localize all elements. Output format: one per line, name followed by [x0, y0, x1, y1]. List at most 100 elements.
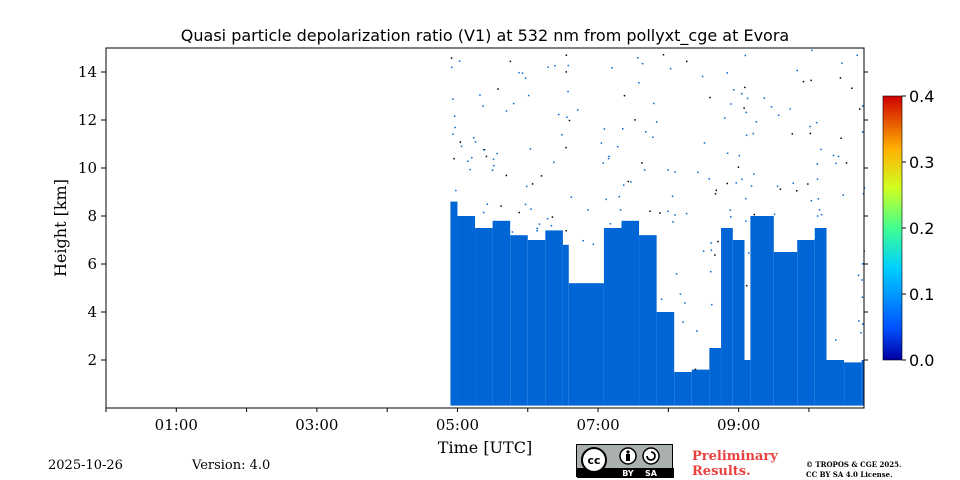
speckle-point	[860, 332, 862, 334]
speckle-point	[714, 254, 716, 256]
speckle-point	[845, 162, 848, 164]
profile-column	[797, 240, 815, 406]
speckle-point	[469, 168, 471, 171]
speckle-point	[530, 208, 532, 210]
speckle-point	[536, 227, 538, 230]
y-axis-label: Height [km]	[51, 179, 70, 277]
speckle-point	[561, 134, 563, 136]
preliminary-line-2: Results.	[692, 464, 751, 479]
speckle-point	[816, 215, 819, 217]
speckle-point	[674, 171, 676, 173]
x-axis-label: Time [UTC]	[438, 438, 532, 457]
speckle-point	[452, 98, 454, 100]
speckle-point	[815, 121, 818, 124]
speckle-point	[861, 323, 864, 325]
speckle-point	[567, 90, 569, 93]
cc-license-badge: cc BY SA	[576, 444, 674, 478]
speckle-point	[608, 155, 610, 158]
speckle-point	[837, 155, 840, 158]
speckle-point	[810, 79, 812, 82]
speckle-point	[816, 163, 819, 165]
speckle-point	[779, 188, 782, 190]
y-tick-label: 14	[78, 63, 97, 81]
speckle-point	[685, 60, 688, 63]
profile-column	[545, 230, 563, 406]
speckle-point	[679, 293, 682, 295]
colorbar-tick-label: 0.4	[909, 87, 934, 106]
speckle-point	[667, 210, 669, 213]
speckle-point	[835, 162, 837, 165]
speckle-point	[791, 133, 794, 135]
speckle-point	[671, 195, 674, 198]
speckle-point	[773, 213, 776, 216]
speckle-point	[659, 212, 661, 214]
speckle-point	[524, 77, 527, 79]
speckle-point	[587, 209, 589, 211]
speckle-point	[554, 65, 556, 67]
speckle-point	[667, 169, 669, 171]
x-tick-label: 05:00	[436, 416, 479, 434]
speckle-point	[518, 71, 520, 74]
y-tick-label: 6	[87, 255, 97, 273]
speckle-point	[724, 117, 726, 119]
speckle-point	[605, 198, 607, 201]
speckle-point	[602, 162, 604, 164]
speckle-point	[557, 113, 560, 116]
speckle-point	[600, 142, 603, 144]
speckle-point	[832, 154, 835, 157]
speckle-point	[675, 273, 678, 275]
speckle-point	[861, 263, 864, 265]
speckle-point	[861, 131, 864, 133]
speckle-point	[752, 132, 755, 135]
speckle-point	[630, 181, 632, 183]
speckle-point	[861, 296, 864, 298]
speckle-point	[511, 231, 514, 233]
speckle-point	[770, 106, 773, 108]
speckle-point	[842, 194, 845, 196]
speckle-point	[703, 142, 706, 144]
speckle-point	[482, 105, 484, 107]
speckle-point	[652, 136, 654, 138]
speckle-point	[745, 220, 747, 222]
speckle-point	[858, 320, 860, 322]
speckle-point	[674, 214, 676, 216]
speckle-point	[834, 339, 837, 341]
copyright-line-1: © TROPOS & CGE 2025.	[806, 460, 902, 469]
speckle-point	[592, 243, 595, 246]
speckle-point	[638, 82, 640, 84]
speckle-point	[839, 77, 842, 79]
speckle-point	[840, 137, 842, 139]
speckle-point	[500, 205, 502, 207]
profile-column	[844, 362, 862, 406]
speckle-point	[491, 169, 494, 172]
speckle-point	[566, 116, 568, 118]
speckle-point	[861, 279, 863, 281]
speckle-point	[726, 152, 729, 155]
speckle-point	[483, 149, 486, 151]
speckle-point	[697, 171, 699, 174]
speckle-point	[753, 213, 755, 216]
speckle-point	[737, 166, 740, 168]
speckle-point	[726, 182, 729, 185]
footer-version: Version: 4.0	[192, 458, 271, 473]
speckle-point	[567, 64, 570, 67]
profile-column	[750, 216, 774, 406]
speckle-point	[643, 169, 646, 171]
speckle-point	[644, 131, 647, 133]
speckle-point	[450, 57, 453, 59]
x-axis: 01:00 03:00 05:00 07:00 09:00	[105, 408, 810, 434]
y-tick-label: 12	[78, 111, 97, 129]
profile-column	[475, 228, 493, 406]
speckle-point	[496, 152, 498, 155]
speckle-point	[732, 89, 735, 91]
badge-sa: SA	[645, 469, 658, 478]
profile-column	[510, 235, 528, 406]
speckle-point	[738, 154, 741, 157]
speckle-point	[497, 88, 499, 90]
speckle-point	[682, 321, 684, 323]
speckle-point	[809, 132, 812, 135]
speckle-point	[546, 217, 549, 220]
speckle-point	[493, 164, 495, 167]
data-layer	[450, 49, 866, 406]
y-tick-label: 2	[87, 351, 97, 369]
